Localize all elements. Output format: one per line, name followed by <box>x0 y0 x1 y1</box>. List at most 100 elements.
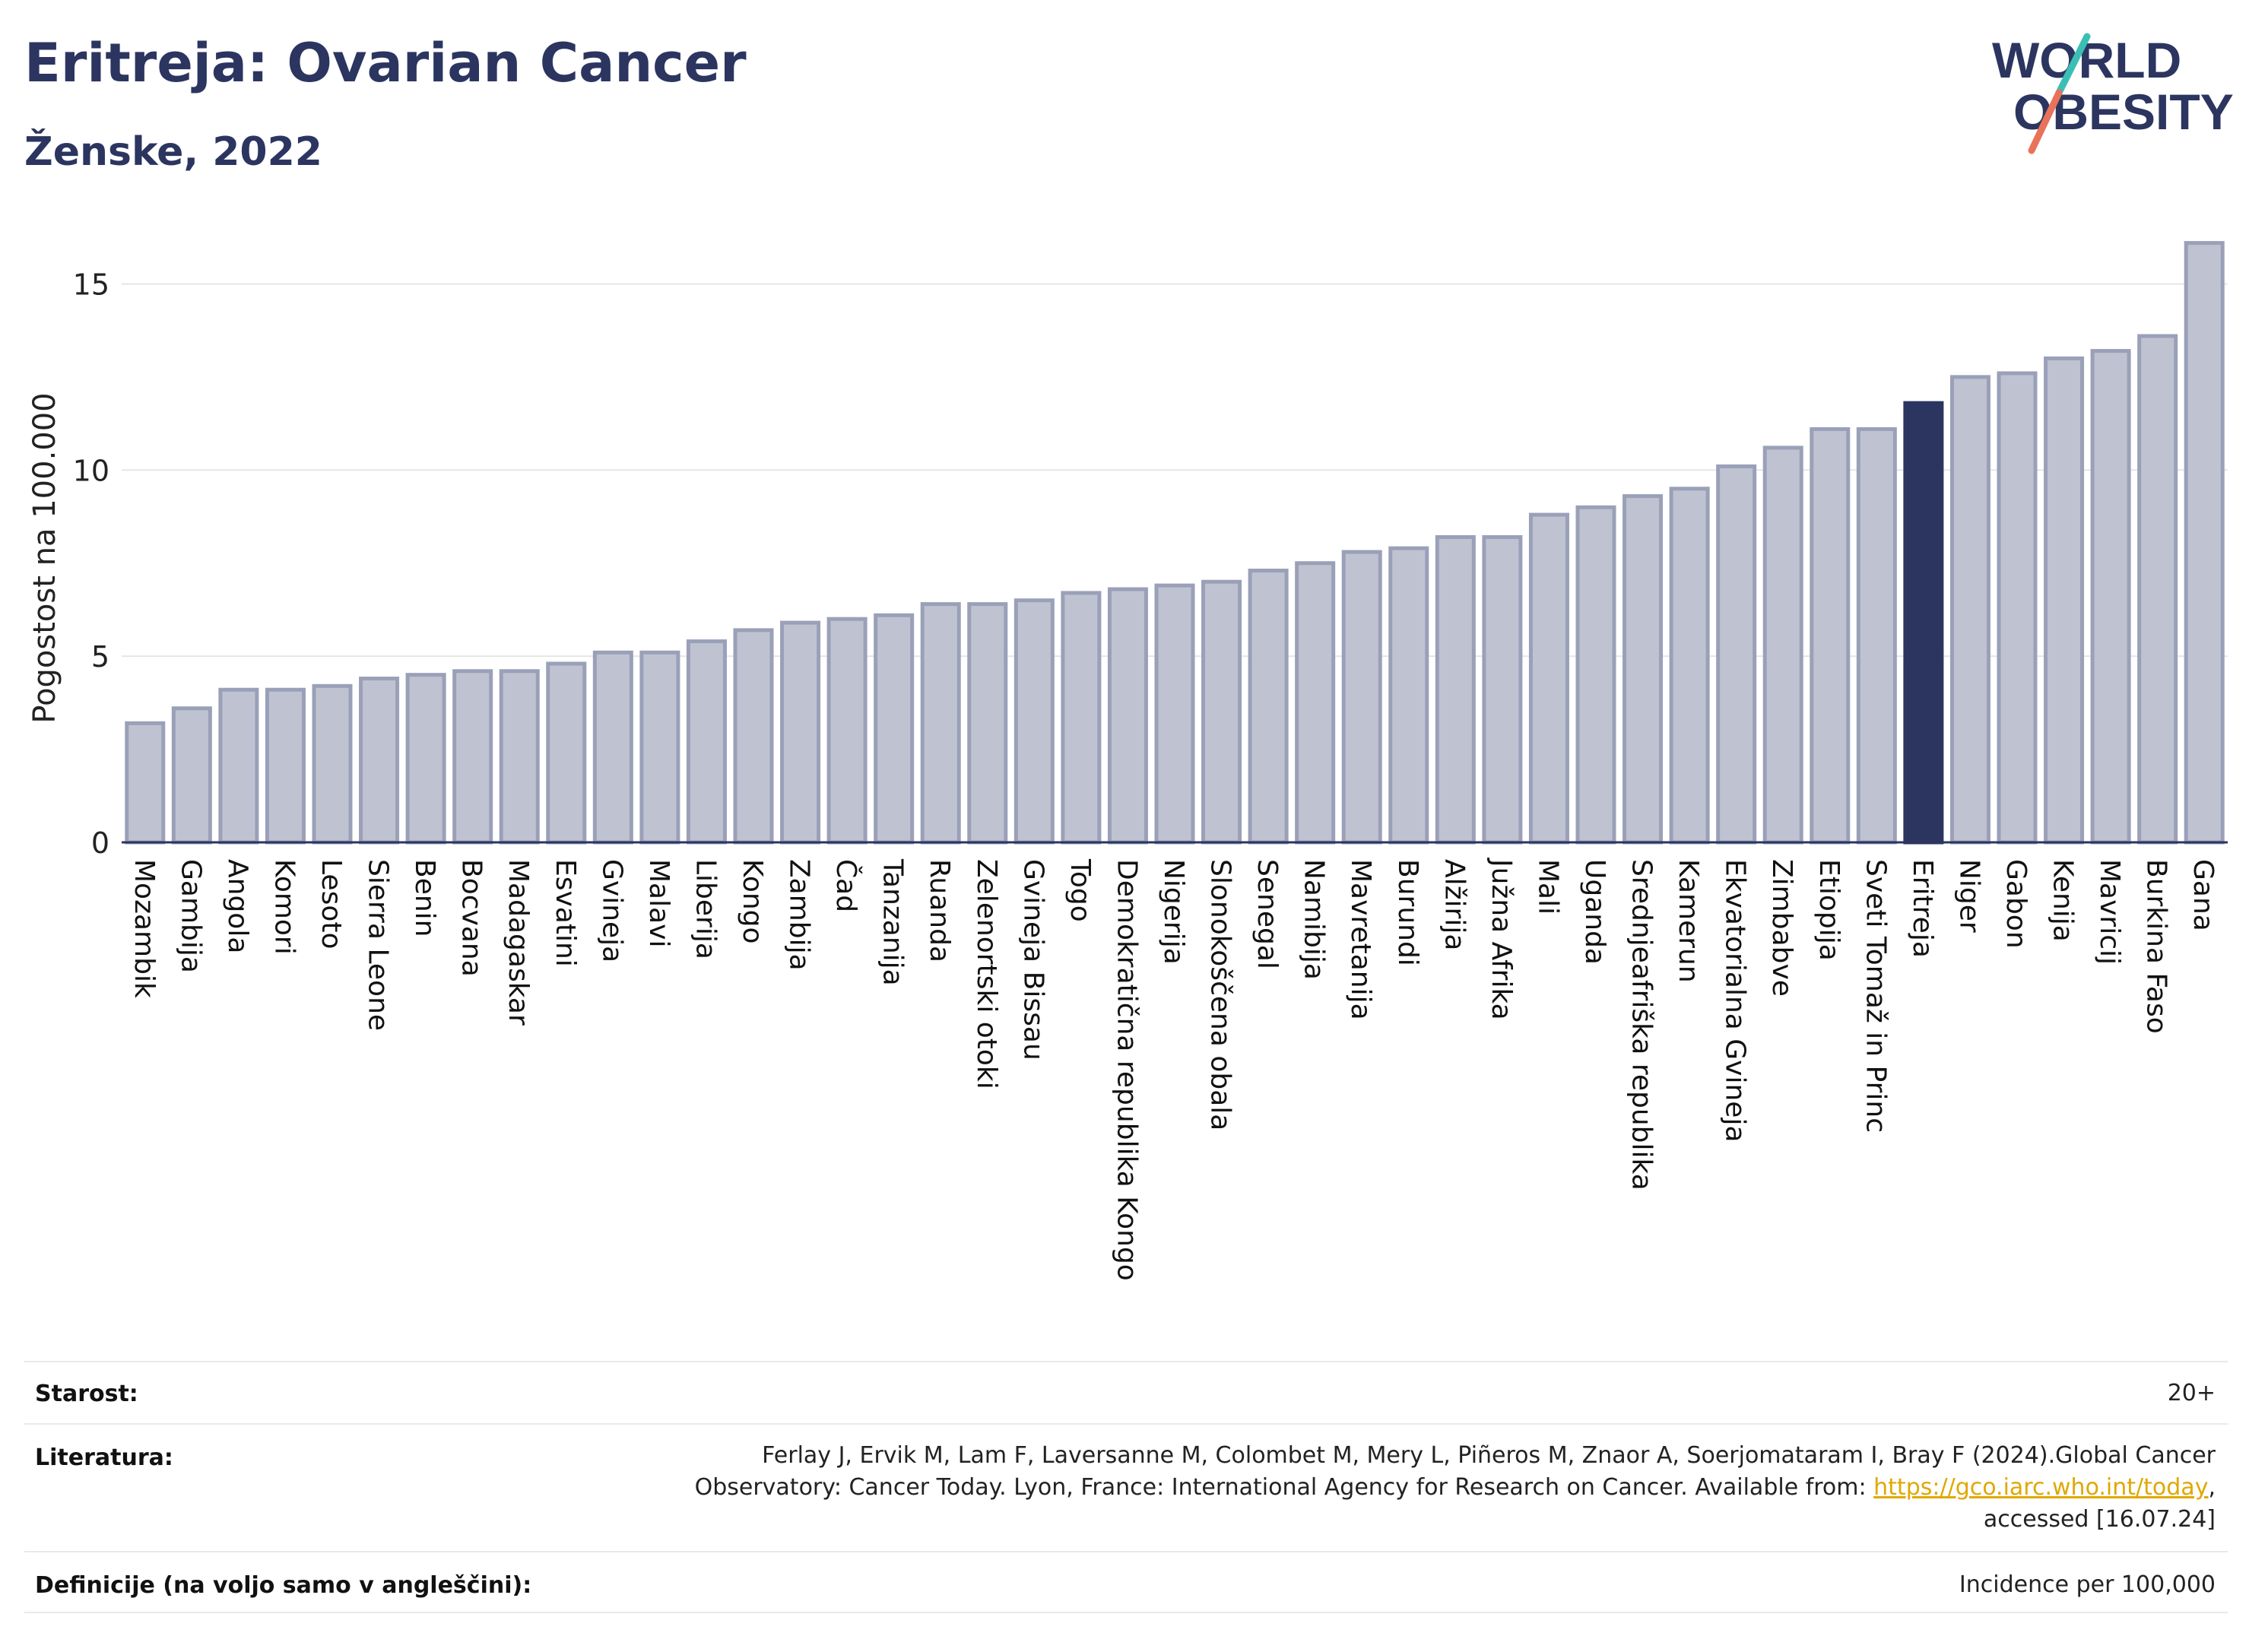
bar-esvatini <box>546 661 587 845</box>
x-tick-label: Togo <box>1064 858 1096 922</box>
bar-eritreja <box>1903 401 1944 845</box>
bar-niger <box>1949 375 1990 845</box>
bar-nigerija <box>1154 583 1195 845</box>
x-tick-label: Benin <box>409 859 440 937</box>
x-tick-label: Zelenortski otoki <box>971 859 1002 1089</box>
reference-link[interactable]: https://gco.iarc.who.int/today <box>1873 1474 2209 1501</box>
x-tick-labels: Mozambik Gambija Angola Komori Lesoto Sierra … <box>128 858 2219 1281</box>
x-tick-label: Ruanda <box>924 859 955 962</box>
bar-senegal <box>1248 569 1289 845</box>
y-tick-labels: 0 5 10 15 <box>73 268 109 860</box>
x-tick-label: Namibija <box>1299 859 1330 980</box>
x-tick-label: Uganda <box>1579 859 1610 965</box>
bar-kamerun <box>1669 487 1710 845</box>
bar-bocvana <box>452 669 493 845</box>
bar-gvineja <box>592 650 633 845</box>
x-tick-label: Niger <box>1953 859 1984 933</box>
bar-sierra-leone <box>359 677 400 845</box>
bar-burkina-faso <box>2137 334 2178 845</box>
bottom-divider <box>24 1612 2228 1613</box>
world-obesity-logo: WORLD OBESITY <box>1992 32 2234 154</box>
bar-mavricij <box>2090 349 2131 845</box>
reference-label: Literatura: <box>35 1444 173 1471</box>
reference-line-2-end: , <box>2208 1474 2216 1501</box>
bar-uganda <box>1575 505 1616 845</box>
x-tick-label: Južna Afrika <box>1486 858 1517 1020</box>
bar-komori <box>265 687 306 845</box>
x-tick-label: Mavretanija <box>1345 859 1376 1020</box>
x-tick-label: Nigerija <box>1158 859 1189 965</box>
x-tick-label: Lesoto <box>316 859 347 950</box>
bar-gambija <box>171 706 212 845</box>
x-tick-label: Senegal <box>1251 859 1283 969</box>
x-tick-label: Angola <box>222 859 253 953</box>
bar-zambija <box>780 620 821 845</box>
reference-line-2-text: Observatory: Cancer Today. Lyon, France:… <box>694 1474 1874 1501</box>
reference-line-3: accessed [16.07.24] <box>1983 1506 2216 1533</box>
bar-kongo <box>733 628 774 845</box>
bar-srednjeafri-ka-republika <box>1623 494 1664 845</box>
x-tick-label: Gvineja <box>596 859 627 962</box>
logo-slash-coral <box>2028 89 2063 154</box>
meta-row-definitions: Definicije (na voljo samo v angleščini):… <box>24 1551 2228 1613</box>
meta-row-reference: Literatura: Ferlay J, Ervik M, Lam F, La… <box>24 1423 2228 1552</box>
x-tick-label: Liberija <box>690 859 721 959</box>
bar-malavi <box>639 650 680 845</box>
x-tick-label: Bocvana <box>456 859 487 977</box>
bar-zimbabve <box>1762 446 1803 845</box>
x-tick-label: Gambija <box>175 859 206 973</box>
bar-slonoko-ena-obala <box>1201 579 1242 845</box>
x-tick-label: Eritreja <box>1907 859 1938 958</box>
x-tick-label: Sveti Tomaž in Princ <box>1860 859 1891 1133</box>
bar-chart: 0 5 10 15 Mozambik Gambija Angola Komori Lesoto… <box>27 241 2228 1281</box>
bar-gana <box>2184 241 2225 845</box>
x-tick-label: Demokratična republika Kongo <box>1111 859 1142 1281</box>
x-tick-label: Kongo <box>737 859 768 944</box>
bar-togo <box>1061 591 1102 845</box>
bar-ju-na-afrika <box>1482 534 1523 845</box>
x-tick-label: Burundi <box>1392 859 1423 966</box>
bar-liberija <box>686 639 727 845</box>
bar-etiopija <box>1810 426 1851 845</box>
bar-ekvatorialna-gvineja <box>1716 464 1757 845</box>
y-tick-label: 15 <box>73 268 109 301</box>
x-tick-label: Esvatini <box>550 859 581 967</box>
definitions-label: Definicije (na voljo samo v angleščini): <box>35 1572 532 1599</box>
bar-tanzanija <box>874 613 915 845</box>
age-value: 20+ <box>2167 1380 2216 1406</box>
bar-mali <box>1528 512 1569 845</box>
bar-madagaskar <box>499 669 540 845</box>
x-tick-label: Srednjeafriška republika <box>1626 859 1657 1191</box>
y-tick-label: 10 <box>73 454 109 487</box>
x-tick-label: Tanzanija <box>877 858 909 986</box>
x-tick-label: Gana <box>2187 859 2219 931</box>
x-tick-label: Zambija <box>784 859 815 971</box>
bar-mavretanija <box>1341 550 1382 845</box>
bar-ruanda <box>920 602 961 845</box>
definitions-value: Incidence per 100,000 <box>1959 1571 2216 1598</box>
x-tick-label: Burkina Faso <box>2141 859 2172 1034</box>
bars <box>125 241 2225 845</box>
x-tick-label: Sierra Leone <box>363 859 394 1031</box>
bar-al-irija <box>1435 534 1476 845</box>
x-tick-label: Alžirija <box>1439 859 1470 950</box>
age-label: Starost: <box>35 1381 138 1407</box>
bar-sveti-toma-in-princ <box>1856 426 1897 845</box>
page-title: Eritreja: Ovarian Cancer <box>24 32 747 94</box>
page-subtitle: Ženske, 2022 <box>24 129 322 175</box>
bar--ad <box>826 617 868 845</box>
bar-angola <box>218 687 259 845</box>
x-tick-label: Mali <box>1532 859 1563 915</box>
bar-namibija <box>1295 561 1336 845</box>
x-tick-label: Mozambik <box>128 859 160 998</box>
y-axis-label: Pogostost na 100.000 <box>27 392 62 723</box>
bar-lesoto <box>312 683 353 845</box>
x-tick-label: Kenija <box>2048 859 2079 942</box>
y-tick-label: 5 <box>91 640 109 674</box>
x-tick-label: Malavi <box>643 859 674 948</box>
logo-slash-teal <box>2055 33 2091 97</box>
x-tick-label: Mavricij <box>2094 859 2125 965</box>
x-tick-label: Slonokoščena obala <box>1205 859 1236 1130</box>
reference-line-1: Ferlay J, Ervik M, Lam F, Laversanne M, … <box>762 1442 2216 1469</box>
x-tick-label: Madagaskar <box>503 859 534 1026</box>
